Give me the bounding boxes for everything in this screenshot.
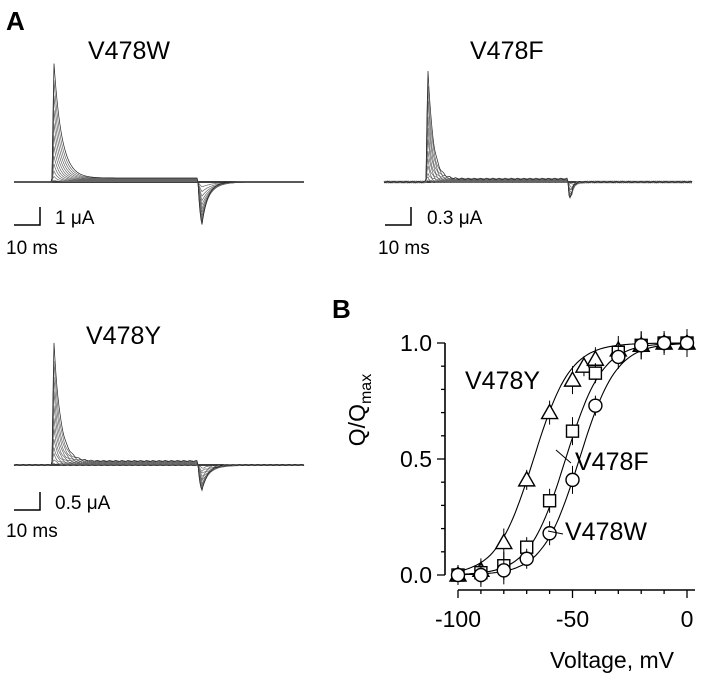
scale-bar — [14, 492, 41, 511]
recording-v478f: V478F 0.3 μA 10 ms — [378, 37, 693, 259]
scale-time-label: 10 ms — [6, 238, 58, 259]
current-traces — [14, 63, 304, 225]
y-axis-label-main: Q/Q — [344, 404, 370, 446]
series-label: V478W — [565, 518, 647, 546]
current-trace — [383, 86, 693, 198]
scale-current-label: 0.5 μA — [55, 493, 111, 514]
scale-time-label: 10 ms — [6, 521, 58, 542]
current-trace — [383, 101, 692, 197]
current-trace — [13, 439, 305, 480]
label-leader — [555, 449, 572, 464]
recording-title: V478W — [88, 37, 170, 65]
y-tick-label: 0.0 — [400, 562, 432, 588]
current-trace — [13, 405, 305, 487]
data-markers — [448, 329, 697, 587]
y-tick-label: 0.5 — [400, 446, 432, 472]
current-trace — [14, 169, 304, 197]
y-axis-label-sub: max — [358, 374, 375, 404]
data-point — [634, 338, 649, 353]
data-point — [473, 567, 489, 583]
x-axis-label: Voltage, mV — [550, 647, 675, 673]
panel-b-letter: B — [332, 294, 351, 324]
scale-time-label: 10 ms — [378, 238, 430, 259]
data-point — [496, 563, 511, 578]
x-tick-label: -50 — [556, 606, 589, 632]
current-trace — [383, 70, 693, 199]
current-traces — [383, 70, 693, 199]
scale-current-label: 0.3 μA — [427, 208, 483, 229]
series-labels: V478Y V478F V478W — [465, 367, 649, 546]
y-tick-label: 1.0 — [400, 330, 432, 356]
data-point — [450, 567, 466, 583]
qv-chart: Q/Qmax Voltage, mV 0.0 0.5 1.0 -100 -50 0 V47… — [344, 329, 697, 673]
data-point — [679, 335, 695, 351]
data-point — [540, 403, 559, 420]
x-tick-label: 0 — [681, 606, 694, 632]
series-label: V478F — [575, 448, 649, 476]
current-trace — [13, 418, 305, 485]
current-trace — [14, 63, 304, 225]
recording-title: V478Y — [86, 322, 161, 350]
data-point — [563, 370, 582, 387]
data-point — [519, 551, 534, 566]
current-traces — [13, 342, 305, 492]
data-point — [588, 366, 603, 380]
axes: 0.0 0.5 1.0 -100 -50 0 — [400, 330, 695, 632]
y-axis-label: Q/Qmax — [344, 374, 375, 446]
recording-v478y: V478Y 0.5 μA 10 ms — [6, 322, 305, 542]
scale-bar — [385, 207, 412, 226]
x-tick-label: -100 — [435, 606, 481, 632]
data-point — [542, 526, 557, 541]
current-trace — [13, 428, 305, 482]
label-leader — [547, 530, 564, 535]
data-point — [588, 398, 603, 413]
panel-a-letter: A — [6, 6, 25, 36]
data-point — [656, 335, 672, 351]
data-point — [611, 349, 626, 365]
data-point — [494, 533, 514, 550]
data-point — [542, 494, 557, 508]
data-point — [565, 472, 580, 488]
current-trace — [13, 342, 305, 492]
data-point — [517, 470, 536, 487]
recording-v478w: V478W 1 μA 10 ms — [6, 37, 304, 259]
series-label: V478Y — [465, 367, 540, 395]
current-trace — [383, 139, 692, 195]
scale-current-label: 1 μA — [55, 208, 95, 229]
data-point — [565, 424, 580, 438]
scale-bar — [14, 207, 41, 226]
recording-title: V478F — [470, 37, 544, 65]
